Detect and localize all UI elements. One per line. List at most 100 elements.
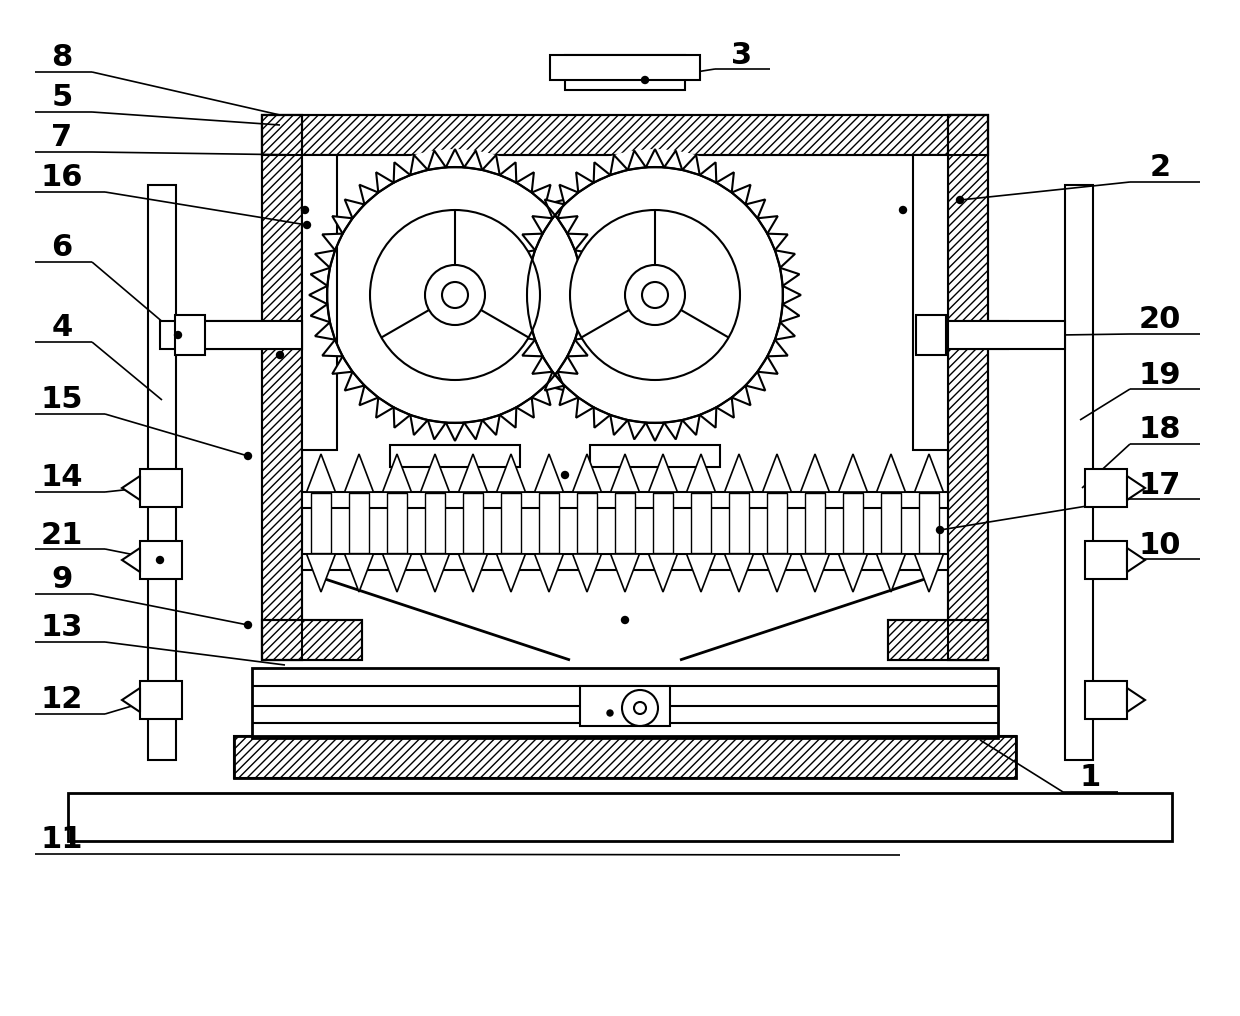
Polygon shape: [699, 163, 717, 183]
Polygon shape: [511, 268, 529, 285]
Text: 7: 7: [51, 124, 73, 152]
Polygon shape: [732, 385, 750, 405]
Polygon shape: [459, 554, 487, 592]
Polygon shape: [532, 185, 551, 204]
Polygon shape: [682, 415, 699, 435]
Polygon shape: [122, 688, 140, 712]
Bar: [262, 115, 988, 155]
Bar: [303, 492, 949, 508]
Circle shape: [936, 526, 944, 533]
Polygon shape: [575, 322, 595, 339]
Text: 13: 13: [41, 614, 83, 642]
Polygon shape: [610, 454, 640, 492]
Bar: [234, 736, 1016, 778]
Circle shape: [175, 331, 181, 338]
Polygon shape: [665, 420, 682, 440]
Polygon shape: [309, 285, 327, 304]
Bar: [590, 445, 720, 467]
Circle shape: [899, 206, 906, 213]
Polygon shape: [516, 173, 534, 192]
Circle shape: [641, 76, 649, 83]
Text: 1: 1: [1079, 763, 1101, 792]
Polygon shape: [345, 372, 365, 390]
Text: 16: 16: [41, 164, 83, 192]
Bar: [729, 493, 749, 553]
Bar: [303, 554, 949, 570]
Polygon shape: [801, 554, 830, 592]
Bar: [1085, 469, 1127, 507]
Polygon shape: [717, 397, 734, 418]
Polygon shape: [376, 173, 393, 192]
Circle shape: [425, 265, 485, 325]
Bar: [160, 321, 303, 350]
Polygon shape: [410, 155, 428, 175]
Polygon shape: [482, 155, 500, 175]
Bar: [949, 321, 1008, 350]
Polygon shape: [383, 454, 412, 492]
Polygon shape: [724, 554, 754, 592]
Circle shape: [570, 210, 740, 380]
Polygon shape: [758, 216, 777, 234]
Text: 6: 6: [51, 234, 73, 262]
Polygon shape: [428, 420, 446, 440]
Circle shape: [642, 282, 668, 308]
Bar: [68, 793, 1172, 841]
Polygon shape: [577, 397, 594, 418]
Polygon shape: [763, 554, 791, 592]
Polygon shape: [568, 339, 588, 357]
Text: 18: 18: [1138, 416, 1182, 445]
Bar: [140, 469, 182, 507]
Bar: [880, 493, 901, 553]
Polygon shape: [665, 150, 682, 170]
Polygon shape: [546, 199, 565, 218]
Bar: [577, 493, 596, 553]
Polygon shape: [687, 554, 715, 592]
Text: 21: 21: [41, 520, 83, 550]
Text: 17: 17: [1138, 470, 1182, 500]
Text: 8: 8: [51, 44, 73, 72]
Circle shape: [304, 221, 310, 229]
Bar: [501, 493, 521, 553]
Polygon shape: [459, 454, 487, 492]
Bar: [919, 493, 939, 553]
Circle shape: [301, 206, 309, 213]
Polygon shape: [687, 454, 715, 492]
Polygon shape: [420, 454, 449, 492]
Polygon shape: [768, 339, 787, 357]
Bar: [949, 115, 988, 660]
Bar: [1065, 185, 1092, 760]
Polygon shape: [544, 199, 564, 218]
Bar: [262, 115, 303, 660]
Polygon shape: [310, 268, 330, 285]
Polygon shape: [568, 234, 588, 250]
Bar: [140, 541, 182, 579]
Text: 19: 19: [1138, 361, 1182, 389]
Text: 5: 5: [51, 83, 73, 113]
Bar: [949, 115, 988, 660]
Text: 14: 14: [41, 463, 83, 493]
Polygon shape: [532, 385, 551, 405]
Polygon shape: [322, 234, 342, 250]
Polygon shape: [583, 285, 601, 304]
Polygon shape: [532, 357, 553, 374]
Polygon shape: [306, 554, 336, 592]
Text: 20: 20: [1138, 306, 1182, 334]
Circle shape: [244, 622, 252, 629]
Bar: [148, 185, 176, 760]
Polygon shape: [482, 415, 500, 435]
Polygon shape: [649, 554, 677, 592]
Bar: [949, 321, 1065, 350]
Bar: [551, 55, 701, 80]
Polygon shape: [717, 173, 734, 192]
Polygon shape: [345, 554, 373, 592]
Polygon shape: [516, 397, 534, 418]
Polygon shape: [345, 199, 365, 218]
Polygon shape: [768, 234, 787, 250]
Bar: [140, 681, 182, 719]
Polygon shape: [877, 454, 905, 492]
Bar: [913, 155, 949, 450]
Bar: [387, 493, 407, 553]
Polygon shape: [534, 554, 563, 592]
Circle shape: [370, 210, 539, 380]
Polygon shape: [511, 304, 529, 322]
